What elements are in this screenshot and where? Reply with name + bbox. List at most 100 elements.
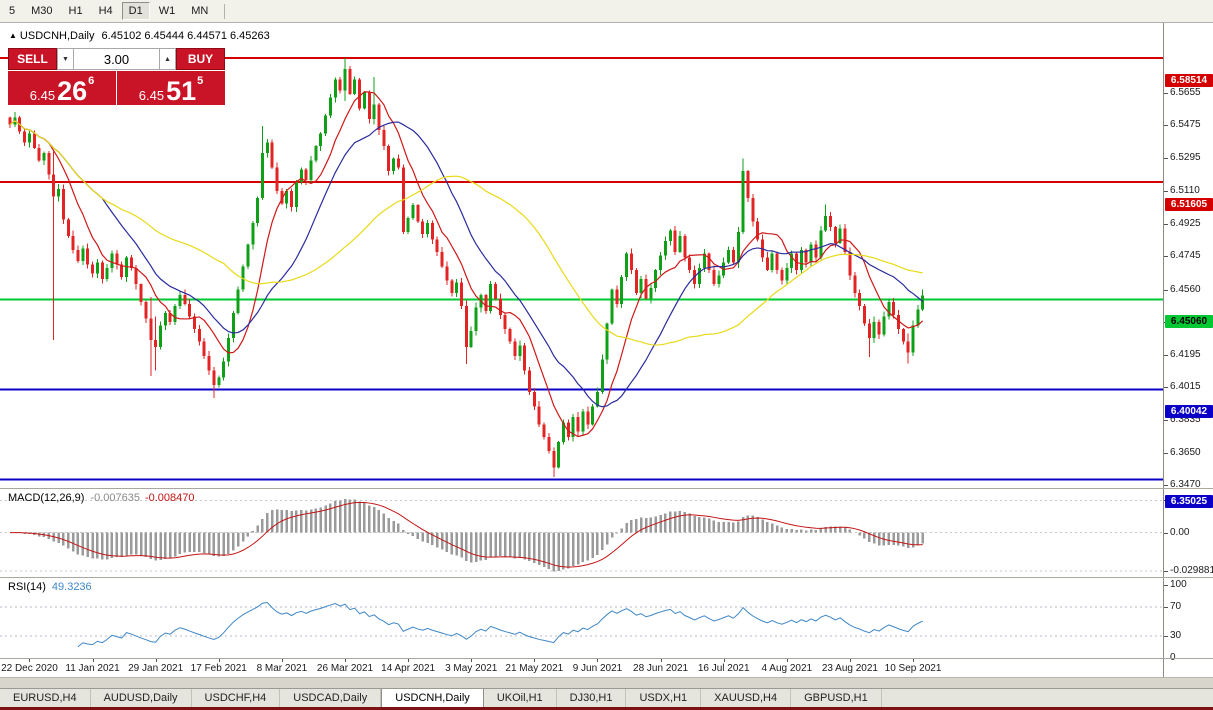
- rsi-tick-label: 0: [1170, 652, 1176, 663]
- timeframe-button-mn[interactable]: MN: [191, 5, 209, 17]
- axis-tick-mark: [1164, 585, 1168, 586]
- chart-tab-ukoil-h1[interactable]: UKOil,H1: [484, 689, 557, 707]
- macd-indicator-chart: [0, 489, 1163, 577]
- axis-tick-mark: [1164, 289, 1168, 291]
- chevron-down-icon: ▼: [62, 55, 69, 63]
- axis-tick-mark: [1164, 355, 1168, 357]
- macd-label: MACD(12,26,9) -0.007635 -0.008470: [8, 492, 195, 504]
- sell-price-prefix: 6.45: [29, 88, 56, 103]
- price-tick-label: 6.5655: [1170, 87, 1201, 99]
- volume-up-stepper[interactable]: ▲: [159, 48, 176, 70]
- date-tick-mark: [660, 659, 662, 662]
- axis-tick-mark: [1164, 387, 1168, 389]
- chart-tab-usdx-h1[interactable]: USDX,H1: [626, 689, 702, 707]
- price-tick-label: 6.5295: [1170, 151, 1201, 163]
- date-tick-mark: [155, 659, 157, 662]
- chart-tab-eurusd-h4[interactable]: EURUSD,H4: [0, 689, 91, 707]
- price-tick-label: 6.3470: [1170, 479, 1201, 491]
- panel-splitter-macd[interactable]: [0, 488, 1213, 489]
- buy-price-sup: 5: [197, 75, 204, 87]
- sell-price-display[interactable]: 6.45 26 6: [8, 71, 116, 105]
- chart-tab-usdcad-daily[interactable]: USDCAD,Daily: [280, 689, 382, 707]
- date-label: 23 Aug 2021: [821, 663, 878, 674]
- date-label: 28 Jun 2021: [633, 663, 689, 674]
- chart-tab-usdcnh-daily[interactable]: USDCNH,Daily: [381, 689, 484, 707]
- date-tick-mark: [786, 659, 788, 662]
- chart-ohlc-values: 6.45102 6.45444 6.44571 6.45263: [101, 30, 270, 42]
- buy-price-display[interactable]: 6.45 51 5: [117, 71, 225, 105]
- axis-tick-mark: [1164, 419, 1168, 421]
- volume-input[interactable]: [74, 48, 159, 70]
- chart-tab-xauusd-h4[interactable]: XAUUSD,H4: [701, 689, 792, 707]
- macd-main-value: -0.007635: [90, 492, 140, 504]
- price-line-badge: 6.51605: [1165, 197, 1213, 211]
- axis-tick-mark: [1164, 190, 1168, 192]
- axis-tick-mark: [1164, 256, 1168, 258]
- date-tick-mark: [29, 659, 31, 662]
- macd-tick-label: 0.00: [1170, 526, 1190, 538]
- date-label: 26 Mar 2021: [316, 663, 374, 674]
- price-line-badge: 6.58514: [1165, 73, 1213, 87]
- price-tick-label: 6.3835: [1170, 413, 1201, 425]
- date-label: 29 Jan 2021: [128, 663, 184, 674]
- price-tick-label: 6.4015: [1170, 381, 1201, 393]
- buy-button[interactable]: BUY: [176, 48, 225, 70]
- trade-prices-row: 6.45 26 6 6.45 51 5: [8, 71, 225, 105]
- timeframe-button-5[interactable]: 5: [9, 5, 16, 17]
- axis-tick-mark: [1164, 532, 1168, 534]
- timeframe-button-m30[interactable]: M30: [31, 5, 53, 17]
- date-label: 9 Jun 2021: [572, 663, 623, 674]
- price-tick-label: 6.4560: [1170, 283, 1201, 295]
- chart-symbol-label: USDCNH,Daily: [19, 30, 95, 42]
- rsi-label: RSI(14) 49.3236: [8, 581, 92, 593]
- buy-price-prefix: 6.45: [138, 88, 165, 103]
- price-tick-label: 6.4195: [1170, 349, 1201, 361]
- date-label: 8 Mar 2021: [256, 663, 308, 674]
- axis-tick-mark: [1164, 93, 1168, 95]
- timeframe-button-h4[interactable]: H4: [98, 5, 113, 17]
- panel-splitter-rsi[interactable]: [0, 577, 1213, 578]
- sell-price-sup: 6: [88, 75, 95, 87]
- chart-tab-audusd-daily[interactable]: AUDUSD,Daily: [91, 689, 192, 707]
- chart-header: ▲ USDCNH,Daily 6.45102 6.45444 6.44571 6.…: [9, 30, 270, 42]
- chart-tab-usdchf-h4[interactable]: USDCHF,H4: [192, 689, 281, 707]
- rsi-name: RSI(14): [8, 581, 46, 593]
- status-strip: [0, 677, 1213, 688]
- collapse-one-click-icon[interactable]: ▲: [9, 31, 17, 40]
- rsi-tick-label: 100: [1170, 579, 1187, 590]
- axis-tick-mark: [1164, 125, 1168, 127]
- chart-tab-gbpusd-h1[interactable]: GBPUSD,H1: [791, 689, 882, 707]
- date-tick-mark: [218, 659, 220, 662]
- axis-tick-mark: [1164, 452, 1168, 454]
- date-tick-mark: [408, 659, 410, 662]
- one-click-trading-panel: SELL ▼ ▲ BUY 6.45 26 6 6.45 51 5: [8, 48, 225, 105]
- axis-tick-mark: [1164, 485, 1168, 487]
- sell-button[interactable]: SELL: [8, 48, 57, 70]
- date-tick-mark: [534, 659, 536, 662]
- window-edge: [0, 707, 1213, 710]
- chart-tabs-bar: EURUSD,H4 AUDUSD,Daily USDCHF,H4 USDCAD,Dai…: [0, 688, 1213, 707]
- date-axis: 22 Dec 2020 11 Jan 2021 29 Jan 2021 17 Feb …: [0, 659, 1163, 677]
- price-line-badge: 6.35025: [1165, 495, 1213, 509]
- chart-tab-dj30-h1[interactable]: DJ30,H1: [557, 689, 627, 707]
- timeframe-button-h1[interactable]: H1: [68, 5, 83, 17]
- price-tick-label: 6.4925: [1170, 218, 1201, 230]
- price-tick-label: 6.5110: [1170, 184, 1200, 196]
- price-tick-label: 6.3650: [1170, 446, 1201, 458]
- timeframe-button-d1[interactable]: D1: [121, 2, 150, 20]
- macd-name: MACD(12,26,9): [8, 492, 85, 504]
- volume-down-stepper[interactable]: ▼: [57, 48, 74, 70]
- date-tick-mark: [281, 659, 283, 662]
- chevron-up-icon: ▲: [164, 55, 171, 63]
- rsi-indicator-chart: [0, 578, 1163, 658]
- timeframe-button-w1[interactable]: W1: [158, 5, 176, 17]
- axis-tick-mark: [1164, 224, 1168, 226]
- date-label: 17 Feb 2021: [190, 663, 247, 674]
- axis-tick-mark: [1164, 636, 1168, 638]
- rsi-tick-label: 70: [1170, 600, 1182, 612]
- axis-tick-mark: [1164, 157, 1168, 159]
- date-label: 22 Dec 2020: [1, 663, 58, 674]
- macd-signal-value: -0.008470: [144, 492, 195, 504]
- price-tick-label: 6.4745: [1170, 250, 1201, 262]
- date-label: 3 May 2021: [445, 663, 498, 674]
